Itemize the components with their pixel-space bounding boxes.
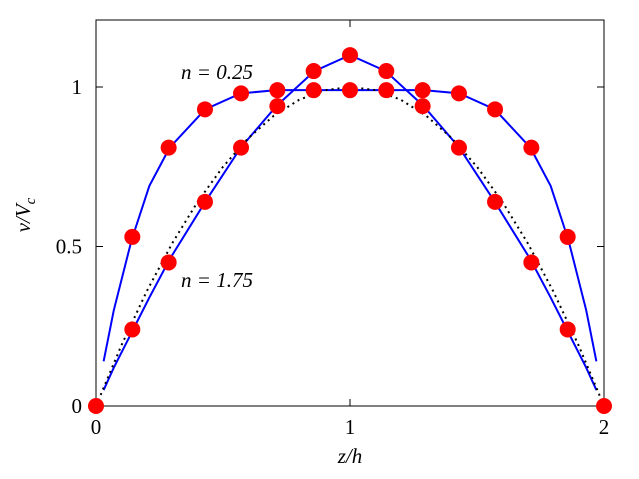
- curve: [95, 85, 605, 407]
- y-axis-label-main: v/V: [11, 202, 35, 232]
- x-axis-label: z/h: [337, 444, 363, 468]
- annotation: n = 0.25: [181, 60, 253, 84]
- curve: [102, 53, 598, 391]
- marker: [559, 228, 576, 245]
- marker: [523, 254, 540, 271]
- plot-frame: [95, 19, 605, 407]
- marker: [414, 98, 431, 115]
- y-tick-label: 0: [72, 394, 83, 418]
- marker: [414, 82, 431, 99]
- y-axis-label: v/Vc: [11, 197, 39, 232]
- curve: [102, 89, 598, 362]
- marker: [378, 63, 395, 80]
- y-axis-label-sub: c: [23, 197, 39, 204]
- marker: [305, 82, 322, 99]
- marker: [196, 101, 213, 118]
- marker: [269, 98, 286, 115]
- x-tick-label: 1: [345, 415, 356, 439]
- marker: [160, 139, 177, 156]
- marker: [160, 254, 177, 271]
- marker: [124, 321, 141, 338]
- marker: [450, 85, 467, 102]
- marker: [450, 139, 467, 156]
- marker: [487, 101, 504, 118]
- marker: [233, 85, 250, 102]
- marker: [88, 398, 104, 414]
- marker: [378, 82, 395, 99]
- y-tick-label: 0.5: [56, 234, 82, 258]
- marker: [559, 321, 576, 338]
- marker: [124, 228, 141, 245]
- x-tick-label: 2: [599, 415, 610, 439]
- annotation: n = 1.75: [181, 268, 253, 292]
- marker: [305, 63, 322, 80]
- marker: [342, 82, 358, 99]
- marker: [342, 47, 358, 64]
- marker: [523, 139, 540, 156]
- marker: [596, 398, 612, 414]
- marker: [487, 193, 504, 210]
- x-tick-label: 0: [91, 415, 102, 439]
- y-tick-label: 1: [72, 75, 83, 99]
- marker: [196, 193, 213, 210]
- marker: [233, 139, 250, 156]
- marker: [269, 82, 286, 99]
